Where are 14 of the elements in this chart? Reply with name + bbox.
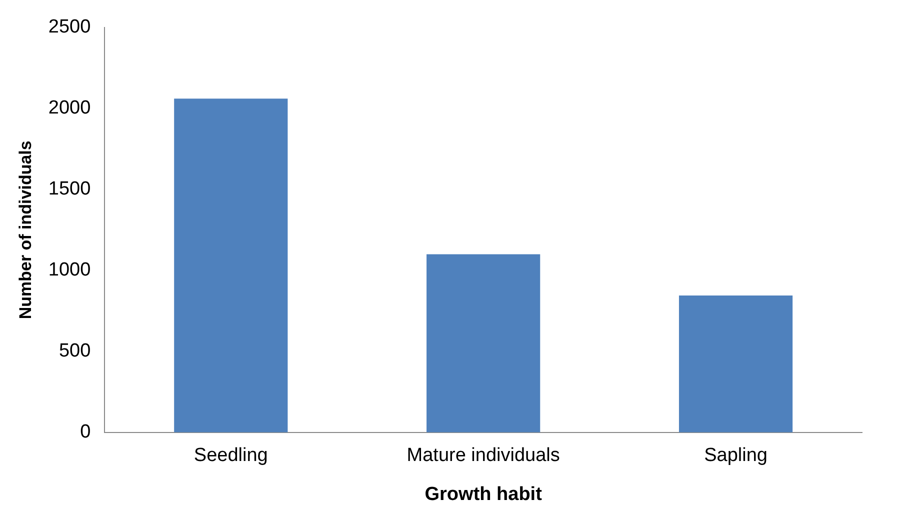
y-tick-label: 1500 [48, 178, 91, 200]
bar [678, 296, 793, 432]
x-tick-label: Mature individuals [406, 445, 560, 466]
x-axis-title: Growth habit [424, 484, 543, 505]
y-tick-label: 1000 [48, 260, 91, 281]
y-tick-label: 2000 [48, 98, 91, 119]
y-tick-label: 500 [58, 340, 91, 362]
y-tick-label: 2500 [48, 16, 91, 38]
x-tick-label: Seedling [194, 445, 268, 466]
x-tick-label: Sapling [704, 445, 768, 466]
bar [174, 98, 288, 432]
y-axis-title: Number of individuals [16, 140, 35, 320]
y-tick-label: 0 [80, 422, 91, 443]
bar [426, 254, 540, 432]
